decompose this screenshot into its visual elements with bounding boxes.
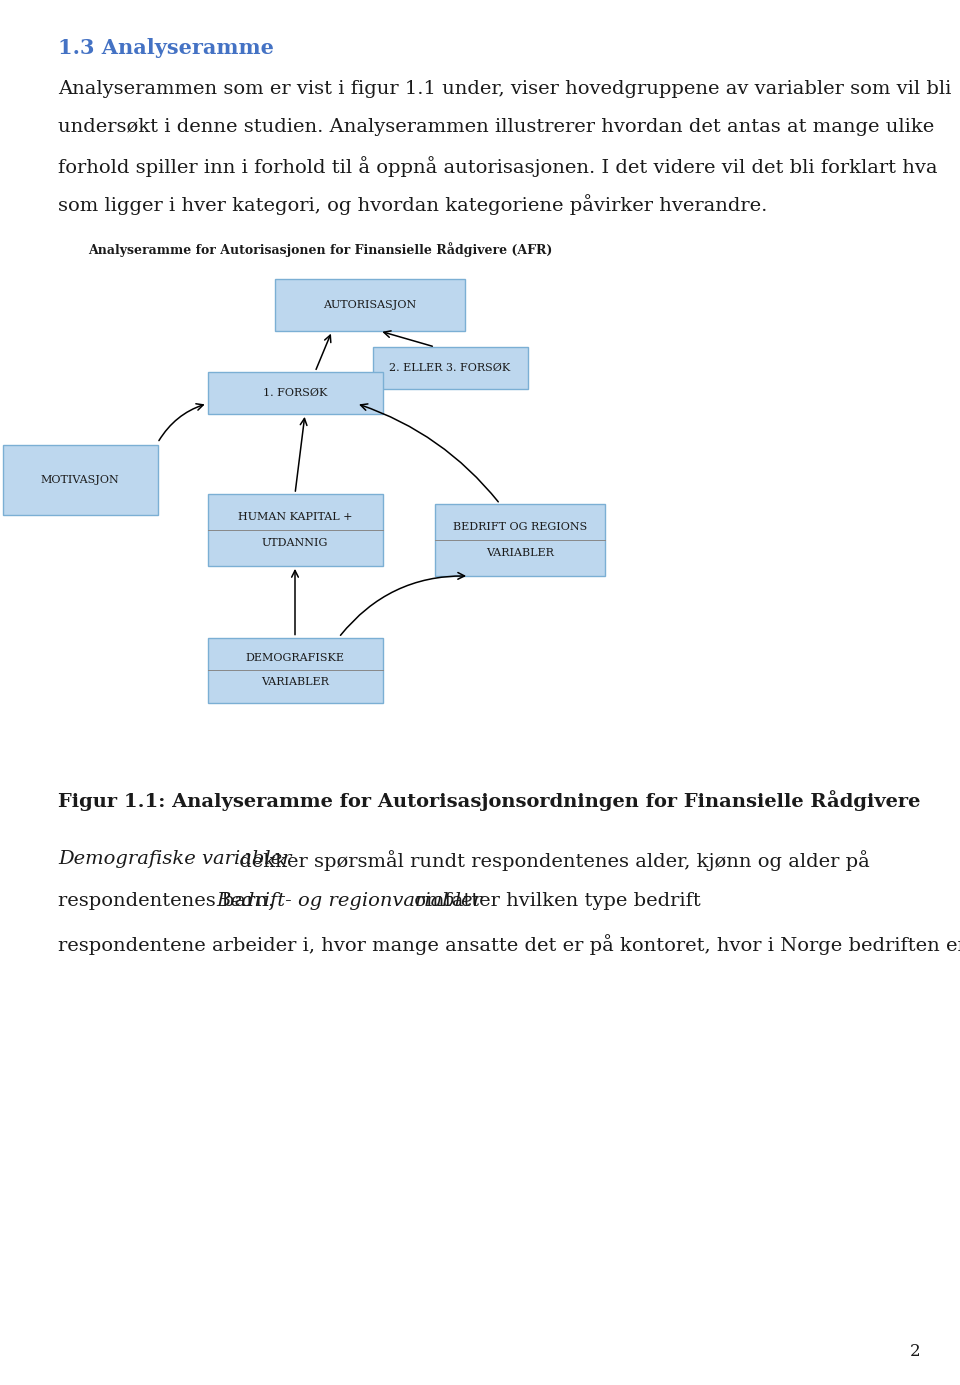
Text: forhold spiller inn i forhold til å oppnå autorisasjonen. I det videre vil det b: forhold spiller inn i forhold til å oppn… <box>58 157 938 177</box>
FancyBboxPatch shape <box>372 348 527 389</box>
FancyBboxPatch shape <box>435 504 605 576</box>
Text: respondentenes barn.: respondentenes barn. <box>58 892 280 910</box>
FancyBboxPatch shape <box>275 278 465 331</box>
Text: Analyserammen som er vist i figur 1.1 under, viser hovedgruppene av variabler so: Analyserammen som er vist i figur 1.1 un… <box>58 80 951 98</box>
Text: undersøkt i denne studien. Analyserammen illustrerer hvordan det antas at mange : undersøkt i denne studien. Analyserammen… <box>58 118 934 136</box>
Text: Figur 1.1: Analyseramme for Autorisasjonsordningen for Finansielle Rådgivere: Figur 1.1: Analyseramme for Autorisasjon… <box>58 789 921 812</box>
Text: DEMOGRAFISKE: DEMOGRAFISKE <box>246 654 345 663</box>
Text: VARIABLER: VARIABLER <box>261 677 329 687</box>
FancyBboxPatch shape <box>207 637 382 702</box>
FancyBboxPatch shape <box>207 494 382 566</box>
Text: 1. FORSØK: 1. FORSØK <box>263 388 327 397</box>
Text: som ligger i hver kategori, og hvordan kategoriene påvirker hverandre.: som ligger i hver kategori, og hvordan k… <box>58 194 767 215</box>
Text: Bedrift- og regionvariabler: Bedrift- og regionvariabler <box>216 892 482 910</box>
Text: respondentene arbeider i, hvor mange ansatte det er på kontoret, hvor i Norge be: respondentene arbeider i, hvor mange ans… <box>58 933 960 954</box>
Text: dekker spørsmål rundt respondentenes alder, kjønn og alder på: dekker spørsmål rundt respondentenes ald… <box>233 850 870 871</box>
Text: 2: 2 <box>909 1343 920 1360</box>
Text: VARIABLER: VARIABLER <box>486 548 554 558</box>
Text: UTDANNIG: UTDANNIG <box>262 537 328 548</box>
FancyBboxPatch shape <box>207 373 382 414</box>
Text: MOTIVASJON: MOTIVASJON <box>40 475 119 485</box>
Text: AUTORISASJON: AUTORISASJON <box>324 301 417 310</box>
Text: Analyseramme for Autorisasjonen for Finansielle Rådgivere (AFR): Analyseramme for Autorisasjonen for Fina… <box>88 242 552 256</box>
Text: HUMAN KAPITAL +: HUMAN KAPITAL + <box>238 512 352 522</box>
Text: Demografiske variabler: Demografiske variabler <box>58 850 292 868</box>
Text: omfatter hvilken type bedrift: omfatter hvilken type bedrift <box>408 892 701 910</box>
Text: 1.3 Analyseramme: 1.3 Analyseramme <box>58 37 274 58</box>
Text: 2. ELLER 3. FORSØK: 2. ELLER 3. FORSØK <box>390 363 511 373</box>
Text: BEDRIFT OG REGIONS: BEDRIFT OG REGIONS <box>453 522 588 532</box>
FancyBboxPatch shape <box>3 445 157 515</box>
